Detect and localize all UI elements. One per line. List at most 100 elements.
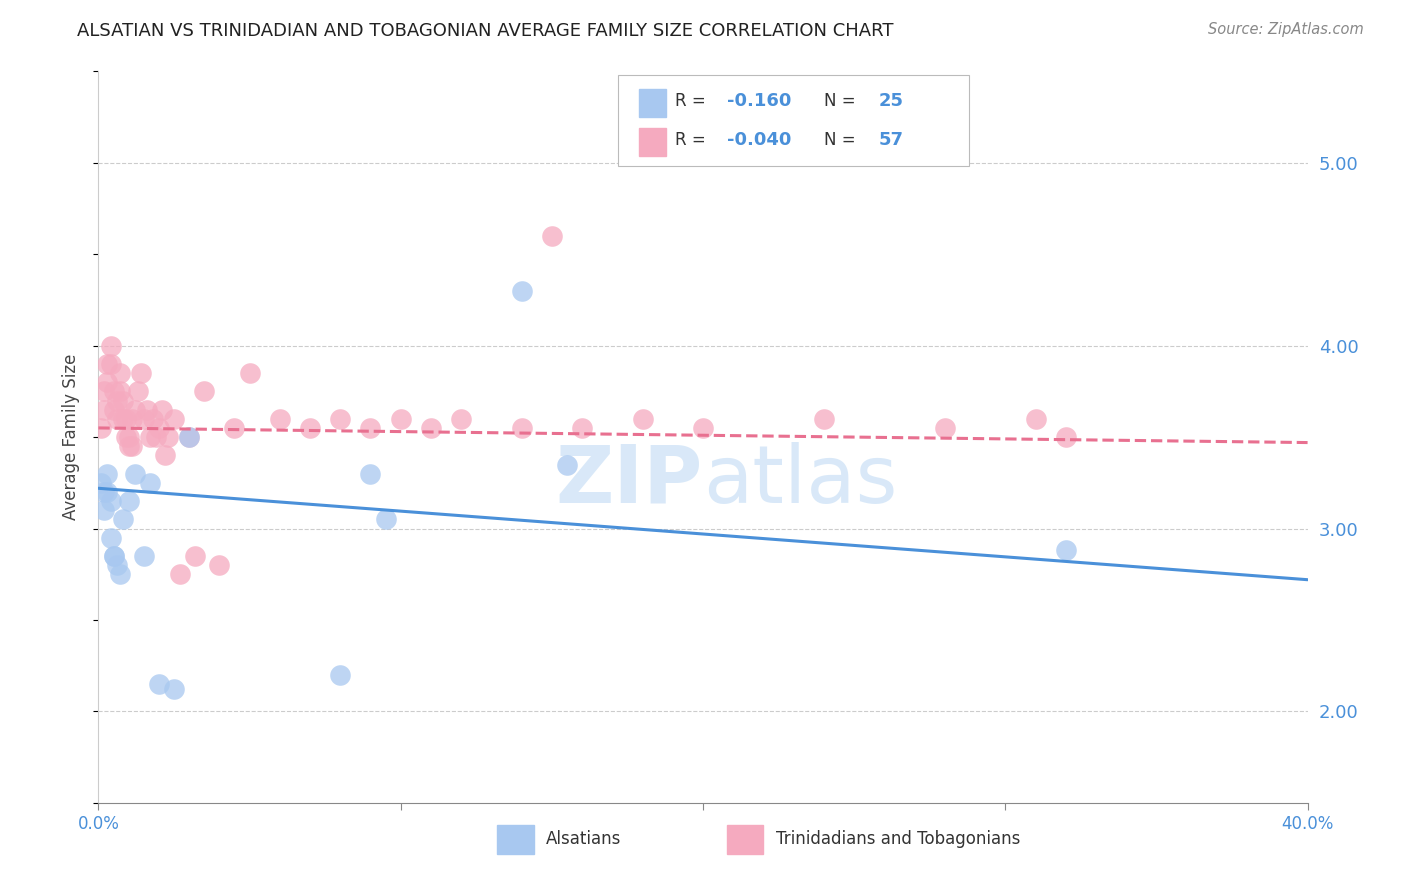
Point [93,503,115,517]
Point [103,549,125,563]
Point [121,412,143,426]
Point [90,421,112,435]
Text: Source: ZipAtlas.com: Source: ZipAtlas.com [1208,22,1364,37]
Point [934,421,956,435]
Point [360,421,382,435]
Point [129,366,152,380]
Point [329,412,352,426]
Point [103,402,125,417]
Point [193,384,215,399]
Y-axis label: Average Family Size: Average Family Size [62,354,80,520]
Point [139,430,162,444]
Point [93,402,115,417]
Point [103,384,125,399]
Point [100,531,122,545]
Point [145,430,167,444]
Point [150,402,173,417]
Text: R =: R = [675,92,711,110]
Point [124,402,146,417]
Point [1054,543,1077,558]
Point [1054,430,1077,444]
Point [169,567,191,582]
Point [239,366,262,380]
Point [360,467,382,481]
Point [108,366,131,380]
Point [179,430,201,444]
Point [156,430,179,444]
Point [135,402,157,417]
Point [111,512,134,526]
Point [692,421,714,435]
Point [1024,412,1046,426]
Point [103,549,125,563]
Point [540,229,562,244]
Text: R =: R = [675,131,711,149]
Bar [498,825,534,854]
Point [96,485,118,500]
Text: N =: N = [824,131,860,149]
Point [299,421,322,435]
Point [100,357,122,371]
Text: -0.160: -0.160 [727,92,792,110]
Bar [638,128,665,156]
Bar [727,825,763,854]
Point [108,567,131,582]
Text: Alsatians: Alsatians [546,830,621,848]
Point [108,384,131,399]
Point [114,412,136,426]
Point [571,421,593,435]
Point [96,467,118,481]
Text: Trinidadians and Tobagonians: Trinidadians and Tobagonians [776,830,1019,848]
Point [631,412,654,426]
Point [121,439,143,453]
Point [374,512,396,526]
Point [105,558,128,573]
Text: atlas: atlas [703,442,897,520]
Point [100,494,122,508]
Point [114,430,136,444]
Point [127,384,149,399]
Point [450,412,472,426]
Point [132,412,155,426]
Text: -0.040: -0.040 [727,131,792,149]
Text: N =: N = [824,92,860,110]
FancyBboxPatch shape [619,75,969,167]
Point [510,421,533,435]
Point [142,412,165,426]
Point [224,421,246,435]
Point [124,467,146,481]
Point [389,412,412,426]
Point [179,430,201,444]
Point [510,284,533,298]
Point [111,393,134,408]
Point [813,412,835,426]
Point [96,357,118,371]
Text: 57: 57 [879,131,903,149]
Text: 25: 25 [879,92,903,110]
Point [132,549,155,563]
Point [105,412,128,426]
Point [118,430,141,444]
Point [184,549,207,563]
Point [420,421,443,435]
Bar [638,88,665,117]
Point [90,475,112,490]
Point [148,421,170,435]
Point [100,338,122,352]
Point [93,384,115,399]
Point [96,375,118,389]
Point [105,393,128,408]
Point [153,448,176,462]
Text: ZIP: ZIP [555,442,703,520]
Point [118,439,141,453]
Point [269,412,291,426]
Point [93,485,115,500]
Point [118,494,141,508]
Point [163,412,186,426]
Point [329,667,352,681]
Point [208,558,231,573]
Point [111,412,134,426]
Point [555,458,578,472]
Point [139,475,162,490]
Point [148,677,170,691]
